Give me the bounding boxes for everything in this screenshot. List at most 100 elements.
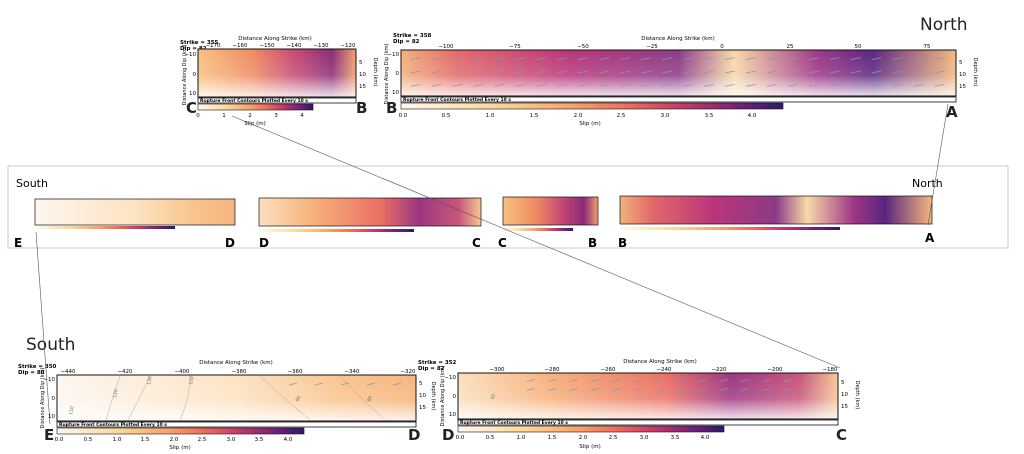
x-axis-title: Distance Along Strike (km): [623, 359, 697, 365]
cbar-tick: 2.5: [609, 435, 618, 441]
cbar-tick: 3.0: [640, 435, 649, 441]
mid-end-b: B: [588, 236, 597, 250]
cbar-tick: 4.0: [748, 113, 757, 119]
cbar-tick: 1: [222, 113, 226, 119]
plot-frame: [197, 48, 357, 98]
mid-end-e: E: [14, 236, 22, 250]
zoom-connectors: [35, 103, 949, 425]
slip-arrow: [805, 379, 814, 382]
y-axis-title: Distance Along Dip (km): [182, 44, 188, 105]
slip-arrow: [934, 57, 945, 61]
slip-arrow: [640, 70, 652, 74]
y-axis-title: Distance Along Dip (km): [440, 365, 446, 426]
slip-arrow: [366, 382, 376, 386]
contour-line: [127, 375, 151, 421]
slip-arrow: [913, 70, 924, 74]
strike-label: Strike = 352: [418, 360, 457, 366]
slip-arrow: [682, 57, 694, 61]
slip-arrow: [557, 70, 568, 74]
end-label-a: A: [946, 103, 958, 121]
slip-arrow: [766, 83, 777, 87]
slip-arrow: [452, 83, 463, 87]
depth-tick: 15: [359, 84, 366, 90]
slip-arrow: [612, 388, 621, 391]
x-tick: −25: [646, 44, 658, 50]
strike-label: Strike = 355: [180, 40, 219, 46]
slip-arrow: [724, 83, 735, 87]
slip-arrow: [661, 83, 673, 87]
slip-arrow: [745, 70, 756, 74]
rupture-front-box: [400, 96, 957, 103]
colorbar: [197, 103, 314, 111]
slip-arrow: [762, 388, 771, 391]
dip-tick: 0: [193, 72, 197, 78]
mid-end-d: D: [225, 236, 235, 250]
slip-arrow: [515, 57, 526, 61]
slip-arrow: [762, 379, 771, 382]
slip-arrow: [578, 57, 589, 61]
slip-arrow: [719, 388, 728, 391]
x-tick: −100: [438, 44, 454, 50]
slip-arrow: [661, 70, 673, 74]
slip-arrow: [431, 70, 442, 74]
cbar-tick: 2: [248, 113, 252, 119]
slip-arrow: [655, 379, 664, 382]
slip-arrow: [314, 382, 324, 386]
slip-arrow: [494, 83, 505, 87]
slip-arrow: [473, 70, 484, 74]
cbar-tick: 1.0: [486, 113, 495, 119]
slip-arrow: [850, 70, 861, 74]
slip-arrow: [599, 83, 610, 87]
slip-arrow: [431, 57, 442, 61]
depth-axis-title: Depth (km): [972, 58, 978, 87]
slip-arrow: [682, 83, 694, 87]
x-tick: 50: [855, 44, 862, 50]
cbar-title: Slip (m): [579, 444, 600, 450]
x-tick: −280: [544, 367, 560, 373]
x-axis-title: Distance Along Strike (km): [199, 360, 273, 366]
cbar-title: Slip (m): [169, 445, 190, 451]
slip-arrow: [410, 70, 421, 74]
connector-line: [231, 115, 841, 369]
slip-map-fade: [458, 373, 838, 419]
slip-map-fade: [401, 50, 956, 96]
plot-frame: [400, 49, 957, 97]
slip-arrow: [719, 379, 728, 382]
depth-tick: 10: [419, 393, 426, 399]
slip-vectors: [288, 382, 402, 386]
slip-arrow: [452, 70, 463, 74]
strike-label: Strike = 358: [393, 33, 432, 39]
slip-arrow: [934, 83, 945, 87]
contour-label: 90: [295, 395, 303, 403]
cbar-tick: 3.0: [661, 113, 670, 119]
mid-end-c: C: [498, 236, 507, 250]
cbar-tick: 3.5: [671, 435, 680, 441]
x-tick: −240: [656, 367, 672, 373]
end-label-d: D: [442, 426, 454, 444]
mid-end-b: B: [618, 236, 627, 250]
panel-bottom-ed: Strike = 350 Dip = 80 Distance Along Str…: [18, 360, 436, 451]
slip-arrow: [599, 57, 610, 61]
cbar-title: Slip (m): [579, 121, 600, 127]
rupture-front-label: Rupture Front Contours Plotted Every 10 …: [59, 422, 167, 428]
cbar-tick: 1.5: [141, 437, 150, 443]
slip-arrow: [724, 70, 735, 74]
north-label-top: North: [920, 15, 968, 35]
slip-arrow: [578, 70, 589, 74]
colorbar: [56, 427, 305, 435]
mini-slip-map-cb: [502, 196, 599, 226]
slip-arrow: [808, 57, 819, 61]
y-axis-title: Distance Along Dip (km): [40, 367, 46, 428]
south-label-bottom: South: [26, 335, 75, 355]
rupture-contours: [105, 375, 386, 421]
slip-arrow: [620, 70, 631, 74]
cbar-tick: 1.5: [530, 113, 539, 119]
mini-colorbar-ed: [35, 226, 175, 229]
x-tick: −150: [259, 43, 275, 49]
dip-label: Dip = 82: [393, 39, 420, 45]
panel-top-ba: Strike = 358 Dip = 82 Distance Along Str…: [384, 33, 978, 127]
slip-arrow: [288, 382, 298, 386]
slip-arrow: [871, 70, 882, 74]
dip-tick: 0: [396, 71, 400, 77]
